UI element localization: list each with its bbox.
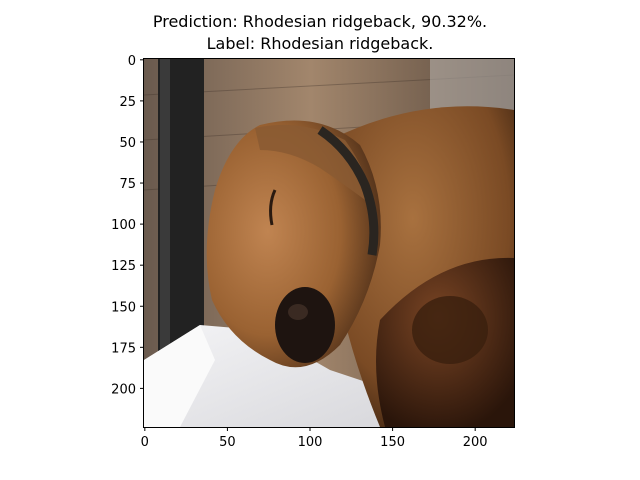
photo-sleeping-dog bbox=[144, 59, 514, 427]
y-tick-label: 0 bbox=[128, 54, 136, 69]
y-axis: 0 25 50 75 100 125 150 175 200 bbox=[111, 54, 144, 397]
y-tick-label: 100 bbox=[111, 218, 136, 233]
x-tick-label: 50 bbox=[219, 435, 236, 450]
y-tick-label: 150 bbox=[111, 300, 136, 315]
chart-title-prediction: Prediction: Rhodesian ridgeback, 90.32%. bbox=[152, 12, 488, 31]
y-tick-label: 125 bbox=[111, 259, 136, 274]
chart-title-label: Label: Rhodesian ridgeback. bbox=[206, 34, 434, 53]
y-tick-label: 200 bbox=[111, 382, 136, 397]
x-tick-label: 150 bbox=[380, 435, 405, 450]
x-tick-label: 0 bbox=[141, 435, 149, 450]
y-tick-label: 25 bbox=[119, 95, 136, 110]
x-axis: 0 50 100 150 200 bbox=[141, 427, 488, 450]
y-tick-label: 50 bbox=[119, 136, 136, 151]
y-tick-label: 175 bbox=[111, 341, 136, 356]
x-tick-label: 100 bbox=[298, 435, 323, 450]
y-tick-label: 75 bbox=[119, 177, 136, 192]
plot-frame bbox=[143, 58, 515, 428]
x-tick-label: 200 bbox=[463, 435, 488, 450]
